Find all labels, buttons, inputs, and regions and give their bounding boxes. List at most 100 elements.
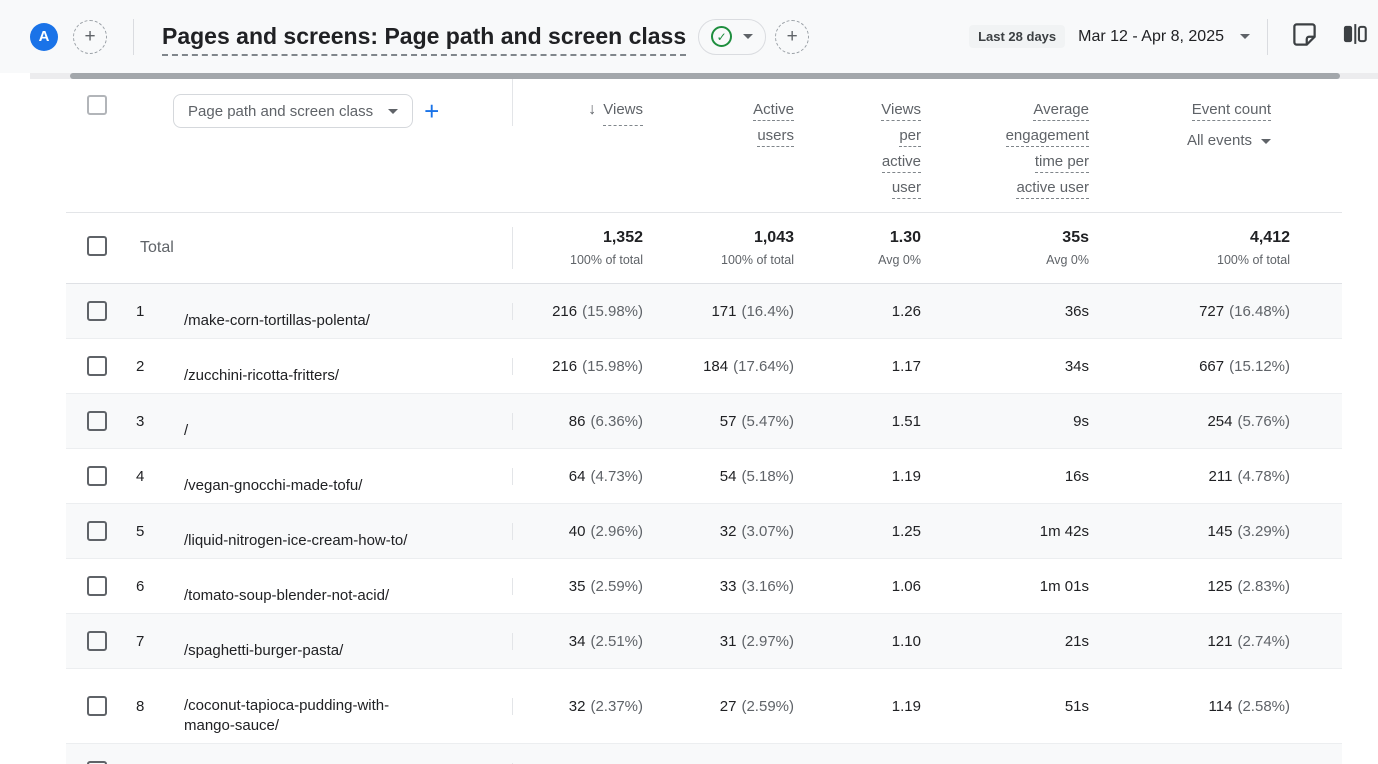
row-active-users: 33 (3.16%): [719, 577, 794, 595]
table-row: 5 /liquid-nitrogen-ice-cream-how-to/ 40(…: [66, 504, 1342, 559]
row-views: 216 (15.98%): [512, 357, 643, 375]
row-engagement: 9s: [1073, 412, 1089, 430]
row-active-users: 14(1.34%): [643, 763, 794, 764]
row-rank: 5: [136, 522, 145, 540]
row-checkbox-cell: [66, 521, 130, 541]
row-views-per-user: 1.51: [891, 412, 921, 430]
row-rank: 1: [136, 302, 145, 320]
total-checkbox[interactable]: [87, 235, 107, 256]
row-views-per-user: 1.50: [794, 763, 921, 764]
avatar[interactable]: A: [30, 22, 58, 51]
table-row: 4 /vegan-gnocchi-made-tofu/ 64 (4.73%) 54…: [66, 449, 1342, 504]
row-event-count: 121 (2.74%): [1207, 632, 1290, 650]
report-table: Page path and screen class + ↓ Views Act…: [66, 79, 1342, 764]
row-page-path: /: [184, 422, 189, 439]
check-circle-icon: ✓: [711, 26, 733, 47]
row-checkbox-cell: [66, 761, 130, 764]
total-checkbox-cell: [66, 235, 130, 261]
table-row: 6 /tomato-soup-blender-not-acid/ 35 (2.59…: [66, 559, 1342, 614]
insights-note-button[interactable]: [1289, 22, 1319, 52]
table-row: 8 /coconut-tapioca-pudding-with- mango-s…: [66, 669, 1342, 744]
table-row: 9 /spanish-tortilla-potatoes/ 21(1.55%) …: [66, 744, 1342, 764]
compare-panels-icon: [1341, 20, 1369, 53]
select-all-checkbox[interactable]: [87, 95, 107, 115]
row-checkbox[interactable]: [87, 301, 107, 321]
date-range-label: Mar 12 - Apr 8, 2025: [1078, 27, 1224, 45]
row-active-users: 32 (3.07%): [719, 522, 794, 540]
row-checkbox[interactable]: [87, 631, 107, 651]
total-engagement: 35s Avg 0%: [1046, 229, 1089, 267]
row-views: 34 (2.51%): [512, 632, 643, 650]
table-row: 2 /zucchini-ricotta-fritters/ 216 (15.98%…: [66, 339, 1342, 394]
row-checkbox-cell: [66, 301, 130, 321]
row-checkbox-cell: [66, 576, 130, 596]
row-views-per-user: 1.25: [891, 522, 921, 540]
row-engagement: 36s: [1064, 302, 1089, 320]
row-checkbox-cell: [66, 356, 130, 376]
row-views-per-user: 1.19: [891, 467, 921, 485]
row-event-count: 145 (3.29%): [1207, 522, 1290, 540]
row-active-users: 184 (17.64%): [703, 357, 794, 375]
chevron-down-icon: [1261, 138, 1271, 144]
row-checkbox[interactable]: [87, 466, 107, 486]
row-event-count: 254 (5.76%): [1207, 412, 1290, 430]
row-checkbox-cell: [66, 631, 130, 651]
row-views-per-user: 1.17: [891, 357, 921, 375]
row-checkbox-cell: [66, 411, 130, 431]
row-rank: 3: [136, 412, 145, 430]
scrollbar-thumb[interactable]: [70, 73, 1340, 79]
table-horizontal-scrollbar[interactable]: [30, 73, 1378, 79]
row-rank: 9: [130, 763, 174, 764]
add-comparison-button[interactable]: +: [73, 19, 107, 54]
row-page-path: /zucchini-ricotta-fritters/: [184, 367, 340, 384]
table-row: 1 /make-corn-tortillas-polenta/ 216 (15.9…: [66, 284, 1342, 339]
row-checkbox[interactable]: [87, 761, 107, 764]
row-engagement: 42s: [921, 763, 1089, 764]
total-event-count: 4,412 100% of total: [1217, 229, 1290, 267]
row-page-path: /coconut-tapioca-pudding-with- mango-sau…: [184, 697, 390, 734]
row-event-count: 727 (16.48%): [1199, 302, 1290, 320]
row-active-users: 171 (16.4%): [711, 302, 794, 320]
total-views-per-user: 1.30 Avg 0%: [878, 229, 921, 267]
row-engagement: 51s: [1064, 697, 1089, 715]
row-views-per-user: 1.19: [891, 697, 921, 715]
dimension-cell: Page path and screen class +: [173, 79, 512, 128]
event-filter-dropdown[interactable]: All events: [1187, 128, 1271, 154]
table-header-row: Page path and screen class + ↓ Views Act…: [66, 79, 1342, 213]
page-title: Pages and screens: Page path and screen …: [162, 23, 687, 56]
comparison-panel-button[interactable]: [1340, 22, 1370, 52]
row-engagement: 1m 01s: [1039, 577, 1089, 595]
sort-descending-icon: ↓: [588, 101, 597, 118]
row-views: 40 (2.96%): [512, 522, 643, 540]
row-event-count: 667 (15.12%): [1199, 357, 1290, 375]
column-header-avg-engagement[interactable]: Average engagement time per active user: [921, 79, 1089, 201]
chevron-down-icon: [388, 108, 399, 114]
report-status-dropdown[interactable]: ✓: [698, 18, 767, 55]
date-range-dropdown[interactable]: [1240, 34, 1250, 39]
row-page-path: /spanish-tortilla-potatoes/: [174, 744, 512, 764]
column-header-views-per-active-user[interactable]: Views per active user: [794, 79, 921, 201]
add-dimension-button[interactable]: +: [424, 96, 440, 126]
table-row: 3 / 86 (6.36%) 57 (5.47%) 1.51 9s 254 (5.76…: [66, 394, 1342, 449]
row-views: 21(1.55%): [512, 762, 643, 764]
row-views: 216 (15.98%): [512, 302, 643, 320]
row-engagement: 21s: [1064, 632, 1089, 650]
row-checkbox[interactable]: [87, 411, 107, 431]
row-checkbox[interactable]: [87, 356, 107, 376]
row-page-path: /liquid-nitrogen-ice-cream-how-to/: [184, 532, 408, 549]
row-views: 35 (2.59%): [512, 577, 643, 595]
row-views: 32 (2.37%): [512, 697, 643, 715]
column-header-active-users[interactable]: Active users: [643, 79, 794, 149]
column-header-event-count[interactable]: Event count All events: [1089, 79, 1290, 154]
row-checkbox[interactable]: [87, 576, 107, 596]
add-button[interactable]: +: [775, 19, 810, 54]
row-checkbox-cell: [66, 466, 130, 486]
row-active-users: 27 (2.59%): [719, 697, 794, 715]
dimension-dropdown[interactable]: Page path and screen class: [173, 94, 414, 128]
column-header-views[interactable]: ↓ Views: [512, 79, 643, 126]
row-checkbox[interactable]: [87, 521, 107, 541]
row-event-count: 64(1.45%): [1089, 763, 1290, 764]
row-checkbox[interactable]: [87, 696, 107, 716]
row-page-path: /make-corn-tortillas-polenta/: [184, 312, 370, 329]
